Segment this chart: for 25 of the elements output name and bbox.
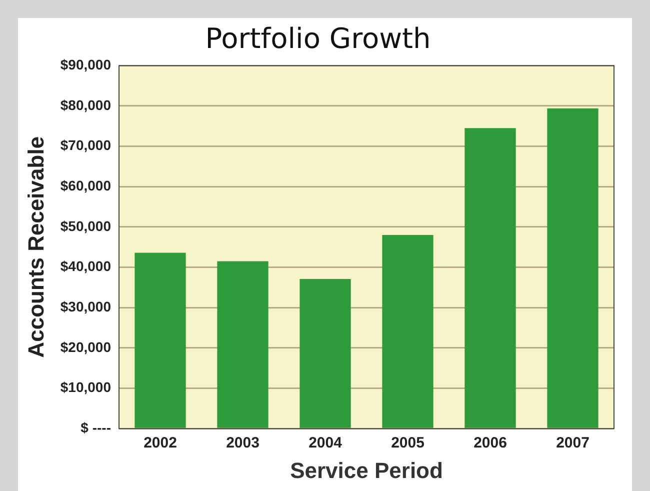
- y-tick-label: $70,000: [60, 137, 112, 154]
- x-tick-label: 2005: [391, 434, 424, 452]
- x-tick-label: 2003: [226, 434, 260, 452]
- y-tick-label: $40,000: [60, 258, 112, 274]
- x-tick-label: 2007: [556, 434, 590, 452]
- y-tick-label: $90,000: [60, 56, 112, 72]
- y-tick-label: $50,000: [60, 218, 112, 234]
- bar: [547, 108, 598, 428]
- y-tick-label: $30,000: [60, 298, 112, 314]
- chart-title: Portfolio Growth: [205, 22, 431, 56]
- x-tick-label: 2006: [474, 434, 507, 452]
- x-tick-label: 2004: [308, 434, 343, 452]
- y-tick-label: $80,000: [60, 96, 112, 113]
- bar: [382, 235, 434, 428]
- y-tick-label: $20,000: [60, 338, 112, 355]
- y-tick-label: $10,000: [60, 379, 112, 396]
- x-tick-label: 2002: [144, 434, 177, 452]
- bar: [134, 252, 186, 428]
- y-axis-title: Accounts Receivable: [23, 136, 48, 358]
- bar: [464, 128, 516, 428]
- bar: [217, 261, 268, 428]
- x-axis-title: Service Period: [290, 458, 443, 483]
- y-tick-label: $ ----: [80, 419, 112, 436]
- bar: [300, 278, 351, 428]
- y-tick-label: $60,000: [60, 177, 112, 194]
